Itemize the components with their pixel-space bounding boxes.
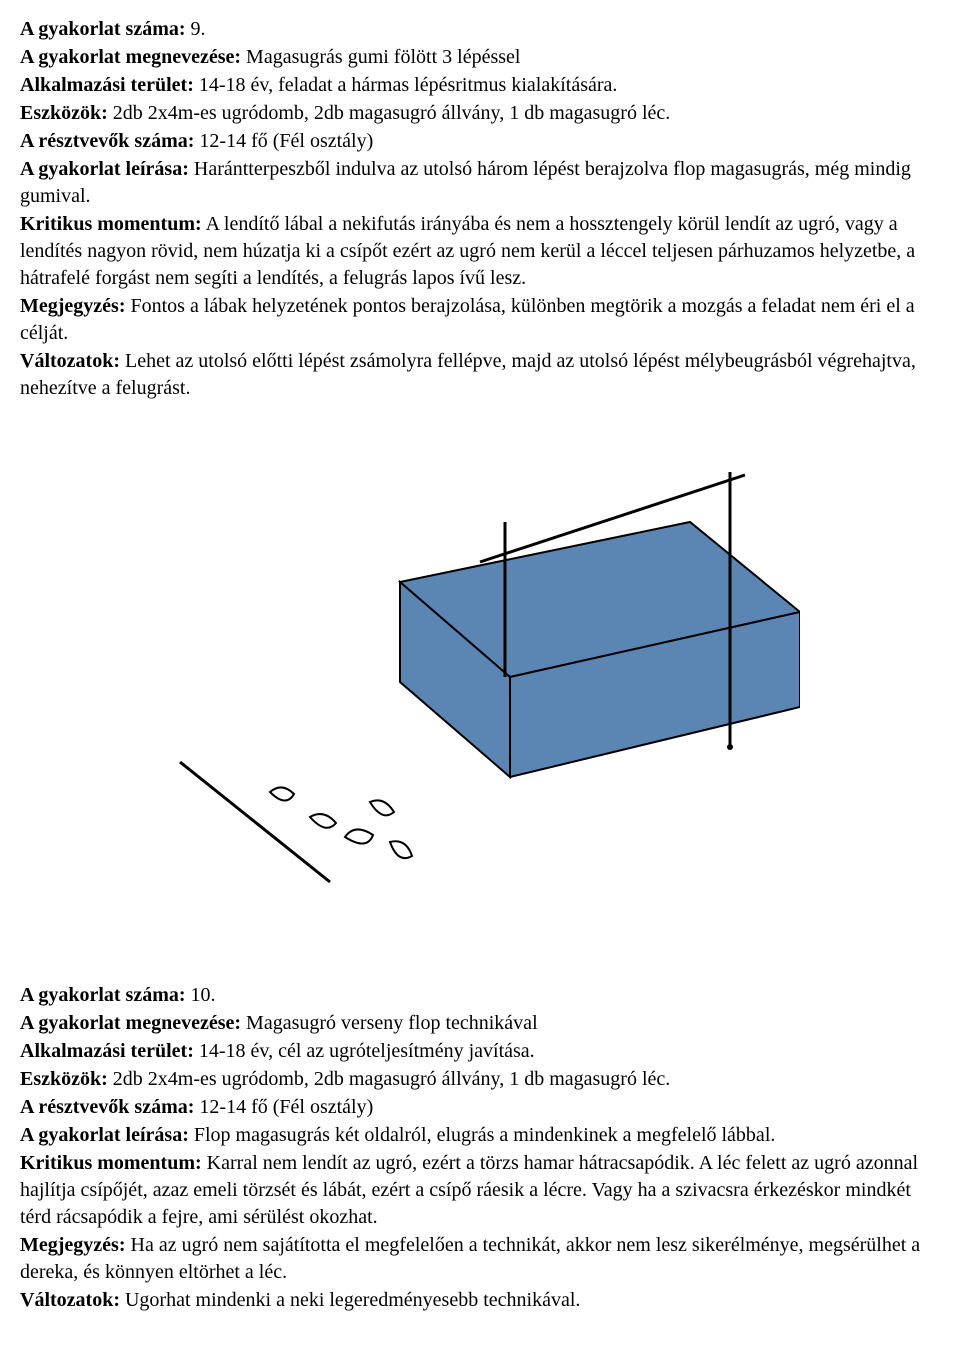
ex9-tools-line: Eszközök: 2db 2x4m-es ugródomb, 2db maga… [20,100,940,127]
ex10-note-line: Megjegyzés: Ha az ugró nem sajátította e… [20,1232,940,1286]
ex9-area: 14-18 év, feladat a hármas lépésritmus k… [199,74,618,96]
label-megjegyzes: Megjegyzés: [20,295,126,317]
exercise-9: A gyakorlat száma: 9. A gyakorlat megnev… [20,16,940,402]
label-leiras: A gyakorlat leírása: [20,158,189,180]
ex10-desc: Flop magasugrás két oldalról, elugrás a … [194,1124,776,1146]
ex9-critical-line: Kritikus momentum: A lendítő lábal a nek… [20,211,940,292]
ex10-area-line: Alkalmazási terület: 14-18 év, cél az ug… [20,1038,940,1065]
ex10-variants-line: Változatok: Ugorhat mindenki a neki lege… [20,1287,940,1314]
ex10-name-line: A gyakorlat megnevezése: Magasugró verse… [20,1010,940,1037]
ex9-participants-line: A résztvevők száma: 12-14 fő (Fél osztál… [20,128,940,155]
label-gyak-szama-2: A gyakorlat száma: [20,984,186,1006]
ex10-note: Ha az ugró nem sajátította el megfelelőe… [20,1234,920,1283]
label-eszkozok-2: Eszközök: [20,1068,108,1090]
ex9-participants: 12-14 fő (Fél osztály) [199,130,373,152]
label-kritikus: Kritikus momentum: [20,213,202,235]
ex10-name: Magasugró verseny flop technikával [246,1012,538,1034]
ex9-desc-line: A gyakorlat leírása: Harántterpeszből in… [20,156,940,210]
label-gyak-megn-2: A gyakorlat megnevezése: [20,1012,241,1034]
ex10-participants-line: A résztvevők száma: 12-14 fő (Fél osztál… [20,1094,940,1121]
ex9-note: Fontos a lábak helyzetének pontos berajz… [20,295,915,344]
exercise-10: A gyakorlat száma: 10. A gyakorlat megne… [20,982,940,1314]
label-gyak-megn: A gyakorlat megnevezése: [20,46,241,68]
ex9-name-line: A gyakorlat megnevezése: Magasugrás gumi… [20,44,940,71]
label-alk-terulet: Alkalmazási terület: [20,74,194,96]
label-valtozatok: Változatok: [20,350,120,372]
ex10-area: 14-18 év, cél az ugróteljesítmény javítá… [199,1040,535,1062]
diagram-svg [160,442,800,902]
ex10-number: 10. [191,984,216,1006]
ex9-variants: Lehet az utolsó előtti lépést zsámolyra … [20,350,916,399]
ex9-name: Magasugrás gumi fölött 3 lépéssel [246,46,520,68]
label-kritikus-2: Kritikus momentum: [20,1152,202,1174]
ex9-number-line: A gyakorlat száma: 9. [20,16,940,43]
ex9-number: 9. [191,18,206,40]
label-leiras-2: A gyakorlat leírása: [20,1124,189,1146]
label-gyak-szama: A gyakorlat száma: [20,18,186,40]
ex10-critical-line: Kritikus momentum: Karral nem lendít az … [20,1150,940,1231]
ex9-variants-line: Változatok: Lehet az utolsó előtti lépés… [20,348,940,402]
label-eszkozok: Eszközök: [20,102,108,124]
label-alk-terulet-2: Alkalmazási terület: [20,1040,194,1062]
label-megjegyzes-2: Megjegyzés: [20,1234,126,1256]
ex10-tools: 2db 2x4m-es ugródomb, 2db magasugró állv… [113,1068,670,1090]
ex9-note-line: Megjegyzés: Fontos a lábak helyzetének p… [20,293,940,347]
high-jump-illustration [20,442,940,902]
ex10-variants: Ugorhat mindenki a neki legeredményesebb… [125,1289,580,1311]
label-resztvevok-2: A résztvevők száma: [20,1096,194,1118]
label-resztvevok: A résztvevők száma: [20,130,194,152]
ex10-participants: 12-14 fő (Fél osztály) [199,1096,373,1118]
label-valtozatok-2: Változatok: [20,1289,120,1311]
ex9-tools: 2db 2x4m-es ugródomb, 2db magasugró állv… [113,102,670,124]
ex10-tools-line: Eszközök: 2db 2x4m-es ugródomb, 2db maga… [20,1066,940,1093]
ex10-desc-line: A gyakorlat leírása: Flop magasugrás két… [20,1122,940,1149]
ex10-number-line: A gyakorlat száma: 10. [20,982,940,1009]
ex9-area-line: Alkalmazási terület: 14-18 év, feladat a… [20,72,940,99]
